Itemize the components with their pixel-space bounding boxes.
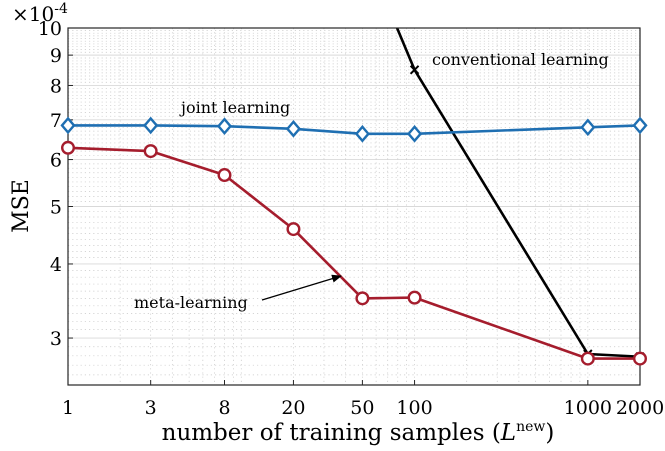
y-tick-label: 10 [38, 18, 62, 40]
data-point-meta-learning [286, 222, 301, 237]
data-point-meta-learning [61, 140, 76, 155]
data-point-joint-learning [143, 116, 159, 135]
annotation-conventional-learning: conventional learning [432, 50, 609, 69]
data-point-joint-learning [580, 118, 596, 137]
data-point-meta-learning [633, 351, 648, 366]
series-layer [68, 28, 640, 360]
data-point-joint-learning [216, 117, 233, 136]
x-tick-label: 2000 [616, 397, 664, 419]
series-line-meta-learning [68, 146, 640, 360]
data-point-joint-learning [285, 119, 302, 138]
meta-learning-arrow [261, 274, 342, 301]
data-point-joint-learning [60, 116, 76, 135]
data-point-meta-learning [355, 291, 370, 306]
data-point-meta-learning [143, 144, 158, 159]
data-point-joint-learning [632, 116, 648, 135]
data-point-meta-learning [407, 290, 422, 305]
x-tick-label: 8 [218, 397, 230, 419]
tick-layer: 3 4 5 6 7 8 9 10 1 3 8 20 50 100 1000 2000 [38, 18, 664, 419]
y-multiplier: ×10-4 [12, 1, 68, 26]
annotation-joint-learning: joint learning [179, 98, 290, 117]
x-tick-label: 100 [396, 397, 432, 419]
x-tick-label: 1000 [564, 397, 612, 419]
y-axis-label: MSE [9, 179, 34, 233]
series-line-conventional-learning [395, 28, 640, 358]
data-point-meta-learning [217, 168, 232, 183]
y-tick-label: 8 [50, 75, 62, 97]
marker-layer [60, 65, 648, 366]
x-tick-label: 50 [350, 397, 374, 419]
x-tick-label: 3 [145, 397, 157, 419]
y-tick-label: 7 [50, 110, 62, 132]
data-point-joint-learning [406, 124, 423, 143]
y-tick-label: 4 [50, 254, 62, 276]
data-point-conventional-learning [409, 65, 420, 75]
annotation-meta-learning: meta-learning [134, 293, 248, 312]
data-point-joint-learning [354, 124, 370, 143]
x-tick-label: 1 [62, 397, 74, 419]
y-tick-label: 9 [50, 45, 62, 67]
y-tick-label: 3 [50, 328, 62, 350]
series-line-joint-learning [68, 124, 640, 136]
grid-layer [68, 27, 640, 386]
y-tick-label: 5 [50, 197, 62, 219]
x-tick-label: 20 [281, 397, 305, 419]
x-axis-label: number of training samples (Lnew) [162, 419, 555, 446]
data-point-meta-learning [580, 351, 595, 366]
y-tick-label: 6 [50, 150, 62, 172]
